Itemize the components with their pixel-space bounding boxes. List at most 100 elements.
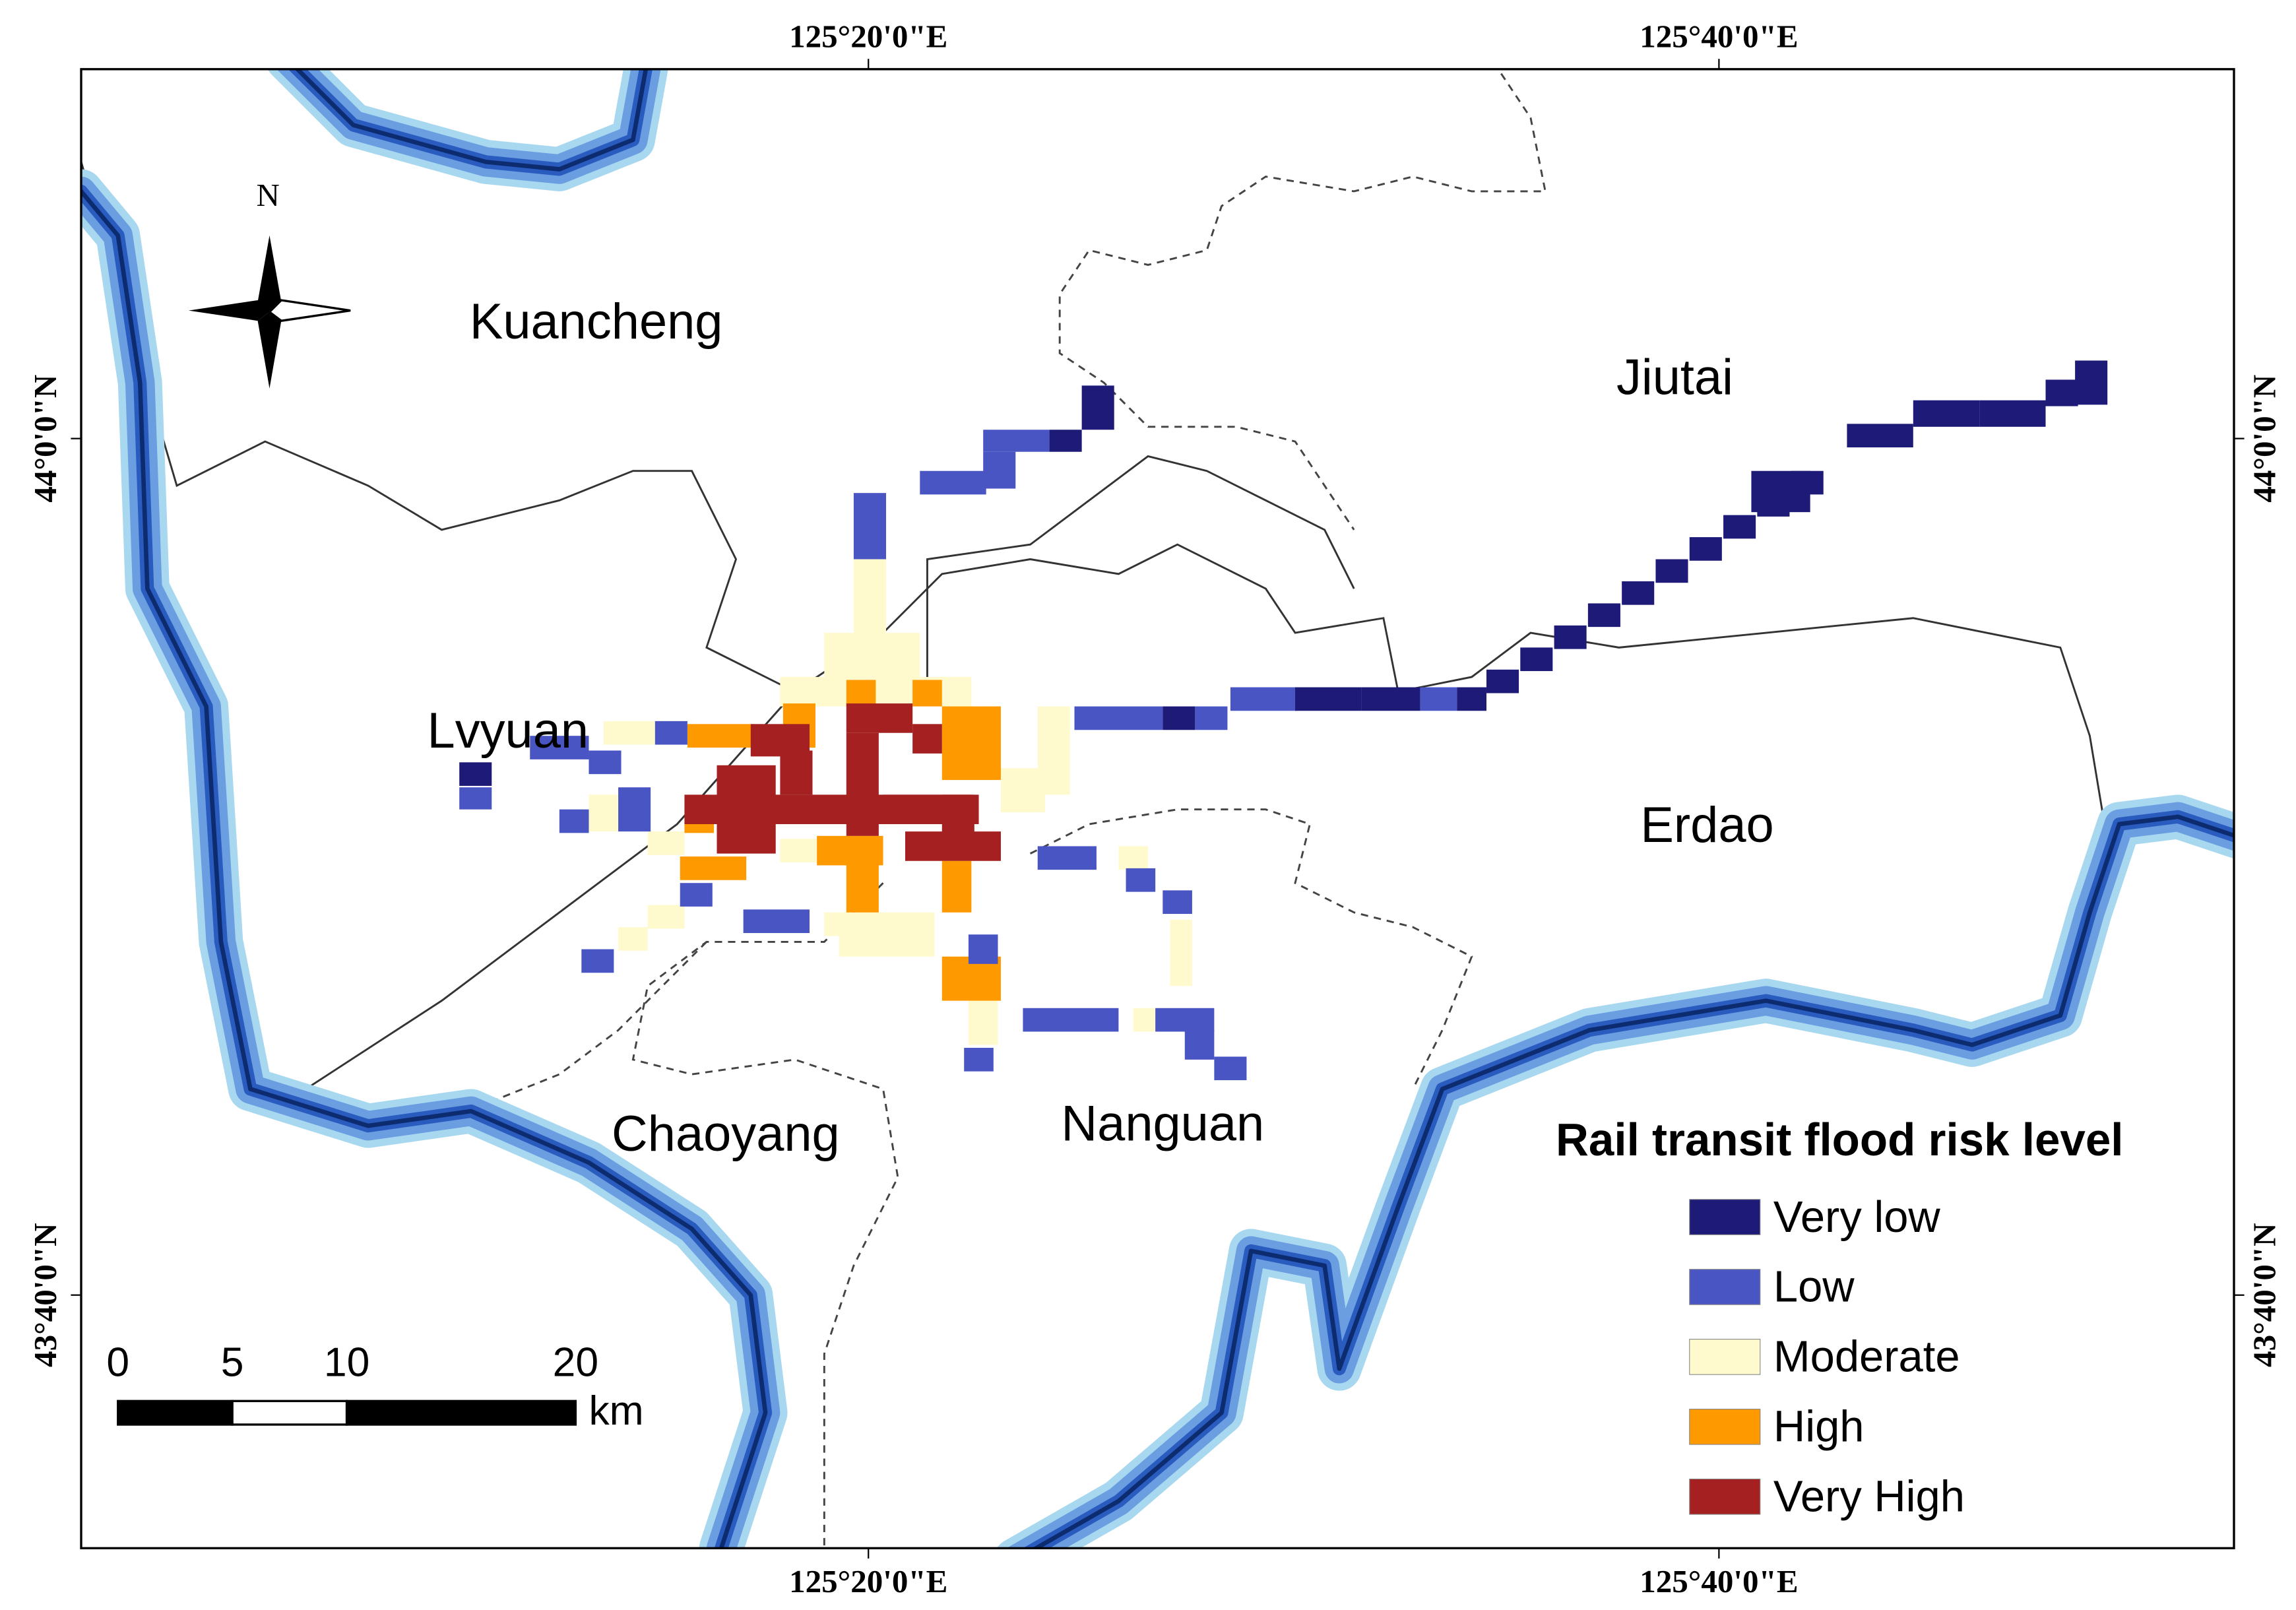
risk-cell <box>1420 687 1457 711</box>
legend-label: Moderate <box>1773 1332 1960 1382</box>
risk-cell <box>1074 706 1163 730</box>
scale-tick-label: 0 <box>106 1339 129 1385</box>
labels: Kuancheng Jiutai Lvyuan Erdao Chaoyang Nangua… <box>27 18 2282 1599</box>
risk-cell <box>2045 379 2078 406</box>
district-label: Lvyuan <box>428 703 589 759</box>
risk-cell <box>1023 1008 1119 1032</box>
scale-unit: km <box>589 1388 643 1434</box>
risk-cell <box>687 724 754 748</box>
legend-swatch <box>1689 1478 1761 1515</box>
risk-cell <box>1170 919 1192 986</box>
risk-cell <box>1230 687 1297 711</box>
river <box>1031 814 2234 1549</box>
risk-cell <box>817 835 883 866</box>
risk-cell <box>1118 846 1148 870</box>
arrow-south <box>257 311 282 389</box>
district-label: Kuancheng <box>470 294 723 350</box>
scale-segment <box>345 1400 577 1426</box>
longitude-label: 125°40'0"E <box>1640 1563 1798 1599</box>
risk-cell <box>968 934 998 964</box>
risk-cell <box>1081 385 1114 430</box>
longitude-label: 125°20'0"E <box>789 1563 947 1599</box>
risk-cell <box>459 762 492 787</box>
boundary <box>80 161 2106 825</box>
risk-cell <box>1049 430 1082 452</box>
risk-cell <box>647 831 685 855</box>
risk-cell <box>912 680 942 707</box>
boundary <box>1029 808 1473 1090</box>
risk-cell <box>920 470 986 495</box>
scale-segment <box>117 1400 234 1426</box>
risk-cell <box>654 721 687 745</box>
risk-cell <box>581 949 614 973</box>
scale-tick-label: 20 <box>553 1339 598 1385</box>
risk-cell <box>1723 515 1756 539</box>
risk-cell <box>1757 493 1790 517</box>
risk-cell <box>1155 1008 1215 1032</box>
risk-cell <box>964 1048 994 1072</box>
risk-cell <box>780 750 813 795</box>
risk-cell <box>1655 559 1688 583</box>
risk-cell <box>618 927 648 951</box>
risk-cell <box>1847 424 1913 448</box>
boundary <box>294 691 796 1097</box>
legend-label: Very low <box>1773 1192 1941 1242</box>
map-frame <box>80 68 2235 1549</box>
district-label: Erdao <box>1640 797 1773 853</box>
risk-cell <box>941 706 1001 781</box>
scale-tick-label: 10 <box>324 1339 369 1385</box>
latitude-label: 43°40'0"N <box>27 1223 63 1367</box>
boundary <box>631 882 899 1549</box>
legend-label: Very High <box>1773 1472 1965 1522</box>
risk-cell <box>1979 400 2046 427</box>
risk-cell <box>1184 1030 1215 1060</box>
latitude-label: 44°0'0"N <box>2246 375 2282 503</box>
risk-cell <box>824 633 920 677</box>
district-label: Jiutai <box>1616 350 1733 406</box>
boundary <box>485 941 707 1105</box>
risk-cell <box>983 451 1016 489</box>
legend-swatch <box>1689 1269 1761 1305</box>
boundary <box>1058 73 1547 531</box>
risk-cell <box>559 809 589 833</box>
risk-cell <box>1195 706 1228 730</box>
risk-cell <box>1520 647 1553 672</box>
river <box>294 69 649 172</box>
district-label: Nanguan <box>1061 1096 1264 1152</box>
risk-cell <box>968 1000 998 1045</box>
risk-cell <box>2075 360 2108 405</box>
risk-cell <box>912 724 942 754</box>
risk-cell <box>1361 687 1420 711</box>
district-label: Chaoyang <box>612 1106 840 1162</box>
risk-cell <box>1037 846 1097 870</box>
risk-cell <box>1554 625 1587 649</box>
risk-cell <box>846 680 876 707</box>
risk-cell <box>853 493 886 560</box>
risk-cell <box>883 794 972 824</box>
legend-title: Rail transit flood risk level <box>1556 1114 2124 1165</box>
risk-cell <box>780 839 817 862</box>
legend-swatch <box>1689 1199 1761 1235</box>
latitude-label: 44°0'0"N <box>27 375 63 503</box>
risk-cell <box>941 860 972 913</box>
longitude-label: 125°20'0"E <box>789 18 947 54</box>
risk-cell <box>1913 400 1980 427</box>
risk-cell <box>1689 537 1722 561</box>
risk-cell <box>824 912 857 936</box>
arrow-west <box>188 300 270 321</box>
risk-cell <box>1587 603 1620 628</box>
legend: Very low Low Moderate High Very High <box>1689 1192 1965 1522</box>
risk-cell <box>1126 868 1156 892</box>
risk-cell <box>1791 470 1824 495</box>
legend-label: High <box>1773 1402 1865 1452</box>
risk-cell <box>618 787 651 832</box>
risk-cell <box>743 909 810 934</box>
legend-label: Low <box>1773 1262 1855 1312</box>
rivers <box>80 69 2234 1549</box>
legend-swatch <box>1689 1409 1761 1445</box>
map-body <box>80 69 2234 1549</box>
boundary <box>926 455 1355 677</box>
